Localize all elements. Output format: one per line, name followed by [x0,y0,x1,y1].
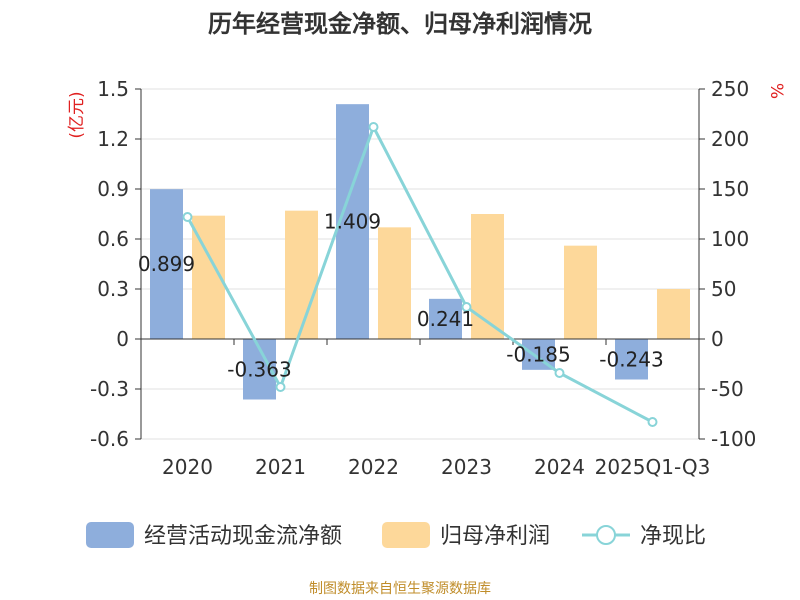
left-tick-label: 0 [116,327,129,351]
right-tick-label: 50 [711,277,736,301]
category-label: 2023 [441,455,492,479]
net-profit-bar [285,210,318,339]
right-tick-label: 100 [711,227,749,251]
chart-title: 历年经营现金净额、归母净利润情况 [208,10,592,38]
ratio-point [275,382,286,392]
left-axis-unit: (亿元) [67,91,87,138]
bars-layer [150,104,690,400]
legend-swatch [382,522,430,548]
ratio-point [554,368,565,378]
category-label: 2025Q1-Q3 [595,455,711,479]
ratio-point [647,417,658,427]
right-tick-label: 0 [711,327,724,351]
cashflow-data-label: 0.899 [138,252,195,276]
data-source-note: 制图数据来自恒生聚源数据库 [309,581,491,597]
ratio-point [461,302,472,312]
legend-item-net-profit: 归母净利润 [382,522,550,549]
category-label: 2020 [162,455,213,479]
right-tick-label: 250 [711,77,749,101]
ratio-line-layer [182,122,658,427]
right-axis-unit: % [766,83,786,99]
legend-label: 净现比 [640,524,706,549]
net-profit-bar [378,227,411,339]
legend-marker [596,525,616,545]
left-tick-label: 0.6 [97,227,129,251]
net-profit-bar [657,289,690,339]
axes-layer: -0.6 -0.3 0 0.3 0.6 0.9 1.2 1.5 -100 -50 0 50 100 150… [67,77,786,479]
left-tick-label: -0.6 [90,427,129,451]
cashflow-data-label: -0.243 [599,347,663,371]
category-label: 2021 [255,455,306,479]
cashflow-bar [150,189,183,339]
category-label: 2024 [534,455,585,479]
left-tick-label: 1.2 [97,127,129,151]
left-tick-label: 0.3 [97,277,129,301]
ratio-point [368,122,379,132]
legend-item-cashflow: 经营活动现金流净额 [86,522,342,549]
legend-label: 经营活动现金流净额 [144,524,342,549]
category-label: 2022 [348,455,399,479]
data-labels-layer: 0.899 -0.363 1.409 0.241 -0.185 -0.243 [138,210,664,382]
cashflow-bar [615,339,648,380]
cashflow-bar [336,104,369,340]
cashflow-data-label: 0.241 [417,307,474,331]
right-tick-label: 200 [711,127,749,151]
legend: 经营活动现金流净额 归母净利润 净现比 [86,522,706,549]
legend-label: 归母净利润 [440,524,550,549]
left-tick-label: 1.5 [97,77,129,101]
right-tick-label: 150 [711,177,749,201]
legend-item-ratio: 净现比 [582,524,706,549]
net-profit-bar [564,245,597,339]
right-tick-label: -50 [711,377,744,401]
left-tick-label: -0.3 [90,377,129,401]
cashflow-data-label: 1.409 [324,210,381,234]
net-profit-bar [471,214,504,339]
cashflow-data-label: -0.363 [227,357,291,381]
cashflow-bar [429,298,462,339]
cashflow-data-label: -0.185 [506,342,570,366]
left-tick-label: 0.9 [97,177,129,201]
ratio-line [186,123,654,424]
legend-swatch [86,522,134,548]
right-tick-label: -100 [711,427,756,451]
ratio-point [182,212,193,222]
